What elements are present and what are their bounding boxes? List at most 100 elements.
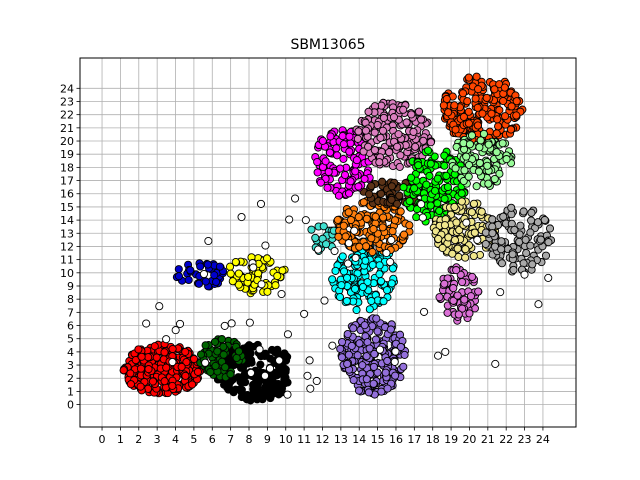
data-point	[320, 296, 329, 305]
data-point	[425, 171, 434, 181]
data-point	[407, 173, 416, 182]
y-tick-label: 14	[60, 214, 74, 227]
x-tick-label: 4	[172, 433, 179, 446]
data-point	[175, 319, 185, 328]
data-point	[322, 240, 331, 249]
data-point	[375, 345, 385, 354]
data-point	[211, 361, 220, 370]
data-point	[206, 367, 215, 377]
data-point	[162, 335, 171, 344]
data-point	[435, 293, 444, 302]
data-point	[228, 277, 237, 286]
data-point	[457, 189, 466, 198]
data-point	[507, 203, 516, 212]
data-point	[468, 272, 477, 281]
data-point	[453, 291, 462, 300]
data-point	[383, 356, 392, 366]
data-point	[336, 344, 345, 353]
data-point	[321, 157, 330, 166]
data-point	[367, 296, 376, 306]
data-point	[472, 72, 481, 81]
x-tick-label: 0	[99, 433, 106, 446]
data-point	[387, 236, 396, 245]
data-point	[440, 279, 449, 288]
data-point	[497, 259, 507, 268]
data-point	[478, 109, 487, 118]
data-point	[174, 272, 184, 281]
data-point	[527, 216, 536, 225]
data-point	[181, 371, 190, 380]
cluster-17	[481, 203, 556, 276]
data-point	[177, 362, 186, 371]
data-point	[226, 269, 235, 278]
data-point	[461, 245, 470, 254]
x-tick-label: 15	[371, 433, 385, 446]
data-point	[541, 251, 551, 260]
data-point	[152, 353, 161, 362]
data-point	[352, 305, 361, 315]
data-point	[411, 142, 420, 151]
data-point	[316, 178, 325, 187]
data-point	[379, 113, 388, 122]
data-point	[461, 253, 470, 262]
data-point	[328, 341, 337, 350]
data-point	[237, 212, 246, 222]
data-point	[221, 363, 230, 372]
data-point	[452, 266, 461, 275]
data-point	[362, 214, 371, 223]
data-point	[516, 221, 525, 230]
data-point	[462, 218, 471, 227]
x-tick-label: 22	[499, 433, 513, 446]
data-point	[378, 177, 387, 186]
data-point	[370, 128, 379, 137]
data-point	[534, 300, 543, 309]
data-point	[346, 177, 355, 186]
data-point	[347, 341, 356, 350]
data-point	[390, 216, 400, 225]
data-point	[389, 113, 398, 122]
data-point	[390, 357, 399, 366]
data-point	[399, 183, 408, 192]
data-point	[443, 182, 452, 192]
data-point	[492, 129, 501, 138]
data-point	[150, 342, 159, 351]
data-point	[467, 208, 476, 217]
data-point	[488, 215, 497, 224]
data-point	[440, 221, 449, 230]
data-point	[373, 368, 382, 377]
cluster-16	[435, 263, 483, 325]
y-tick-label: 4	[67, 346, 74, 359]
data-point	[219, 350, 228, 359]
data-point	[488, 229, 497, 238]
data-point	[376, 277, 386, 286]
data-point	[353, 134, 362, 143]
data-point	[460, 295, 469, 304]
data-point	[419, 136, 428, 145]
x-tick-label: 6	[209, 433, 216, 446]
data-point	[181, 347, 190, 356]
data-point	[501, 112, 510, 121]
data-point	[307, 225, 316, 234]
data-point	[275, 356, 284, 365]
data-point	[466, 292, 476, 301]
data-point	[508, 250, 517, 259]
data-point	[458, 89, 468, 98]
data-point	[533, 218, 542, 227]
data-point	[234, 373, 243, 382]
data-point	[484, 179, 493, 188]
data-point	[383, 384, 392, 393]
data-point	[119, 366, 128, 375]
data-point	[370, 349, 379, 359]
data-point	[482, 93, 491, 102]
data-point	[495, 106, 504, 115]
data-point	[355, 339, 364, 348]
data-point	[440, 194, 449, 203]
data-point	[358, 282, 368, 292]
data-point	[475, 143, 484, 152]
data-point	[210, 271, 219, 280]
data-point	[201, 341, 210, 350]
x-tick-label: 11	[297, 433, 311, 446]
data-point	[160, 348, 169, 357]
data-point	[439, 101, 448, 110]
